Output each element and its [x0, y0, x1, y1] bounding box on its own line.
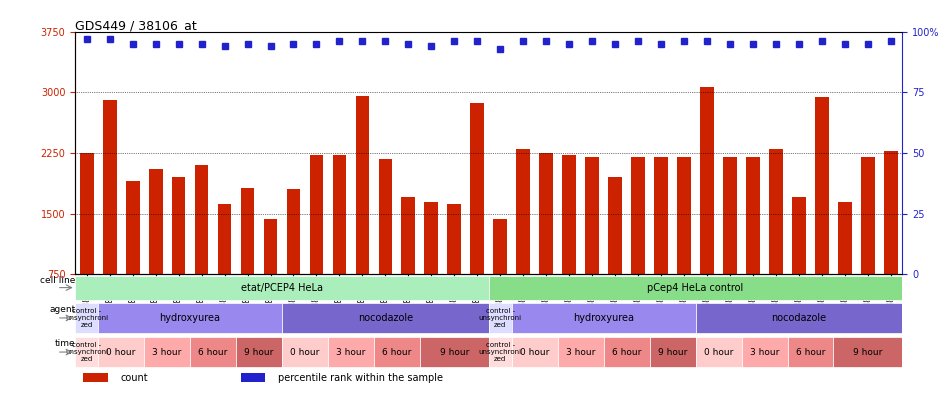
Bar — [149, 169, 163, 274]
Bar — [700, 88, 714, 274]
Text: 0 hour: 0 hour — [520, 348, 550, 356]
FancyBboxPatch shape — [98, 303, 282, 333]
FancyBboxPatch shape — [696, 303, 902, 333]
Bar — [287, 189, 301, 274]
Text: 9 hour: 9 hour — [244, 348, 274, 356]
Text: 6 hour: 6 hour — [198, 348, 227, 356]
FancyBboxPatch shape — [328, 337, 374, 367]
FancyBboxPatch shape — [696, 337, 742, 367]
Bar — [723, 157, 737, 274]
FancyBboxPatch shape — [144, 337, 190, 367]
Bar — [309, 154, 323, 274]
Bar — [218, 204, 231, 274]
Text: etat/PCEP4 HeLa: etat/PCEP4 HeLa — [241, 283, 323, 293]
Text: control -
unsynchroni
zed: control - unsynchroni zed — [478, 308, 522, 328]
Text: agent: agent — [50, 305, 75, 314]
Text: 0 hour: 0 hour — [106, 348, 136, 356]
Bar — [401, 198, 415, 274]
Bar — [80, 153, 94, 274]
Text: count: count — [120, 373, 149, 383]
Text: nocodazole: nocodazole — [358, 313, 413, 323]
Bar — [562, 154, 576, 274]
Text: 9 hour: 9 hour — [440, 348, 469, 356]
Text: GDS449 / 38106_at: GDS449 / 38106_at — [75, 19, 197, 32]
Bar — [425, 202, 438, 274]
FancyBboxPatch shape — [788, 337, 834, 367]
Bar — [677, 157, 691, 274]
Bar — [470, 103, 484, 274]
FancyBboxPatch shape — [190, 337, 236, 367]
FancyBboxPatch shape — [75, 337, 98, 367]
Bar — [126, 181, 139, 274]
Text: hydroxyurea: hydroxyurea — [160, 313, 221, 323]
Bar — [516, 149, 530, 274]
Bar — [861, 157, 875, 274]
FancyBboxPatch shape — [98, 337, 144, 367]
FancyBboxPatch shape — [834, 337, 902, 367]
Text: 9 hour: 9 hour — [854, 348, 883, 356]
Bar — [333, 154, 346, 274]
FancyBboxPatch shape — [282, 303, 489, 333]
FancyBboxPatch shape — [75, 303, 98, 333]
Text: time: time — [55, 339, 75, 348]
FancyBboxPatch shape — [489, 276, 902, 299]
Text: 6 hour: 6 hour — [612, 348, 641, 356]
Text: cell line: cell line — [40, 276, 75, 286]
Text: 9 hour: 9 hour — [658, 348, 687, 356]
Bar — [355, 95, 369, 274]
Text: 3 hour: 3 hour — [750, 348, 779, 356]
Bar — [241, 373, 265, 383]
Bar — [172, 177, 185, 274]
Bar — [792, 198, 806, 274]
Text: pCep4 HeLa control: pCep4 HeLa control — [648, 283, 744, 293]
Text: 6 hour: 6 hour — [796, 348, 825, 356]
FancyBboxPatch shape — [489, 303, 511, 333]
FancyBboxPatch shape — [603, 337, 650, 367]
Text: 3 hour: 3 hour — [566, 348, 595, 356]
Bar — [746, 157, 760, 274]
FancyBboxPatch shape — [282, 337, 328, 367]
Bar — [815, 97, 829, 274]
Bar — [263, 219, 277, 274]
FancyBboxPatch shape — [489, 337, 511, 367]
Bar — [241, 188, 255, 274]
FancyBboxPatch shape — [511, 303, 696, 333]
FancyBboxPatch shape — [420, 337, 489, 367]
Bar — [102, 101, 117, 274]
Text: nocodazole: nocodazole — [772, 313, 826, 323]
Text: percentile rank within the sample: percentile rank within the sample — [278, 373, 443, 383]
Bar — [769, 149, 783, 274]
Bar — [379, 159, 392, 274]
Text: 0 hour: 0 hour — [704, 348, 733, 356]
Text: 3 hour: 3 hour — [152, 348, 181, 356]
Bar — [540, 153, 553, 274]
Bar — [654, 157, 668, 274]
Bar — [195, 165, 209, 274]
Bar — [494, 219, 508, 274]
Text: 0 hour: 0 hour — [290, 348, 320, 356]
FancyBboxPatch shape — [742, 337, 788, 367]
Text: 3 hour: 3 hour — [337, 348, 366, 356]
FancyBboxPatch shape — [374, 337, 420, 367]
Bar — [447, 204, 462, 274]
Bar — [586, 157, 599, 274]
Text: control -
unsynchroni
zed: control - unsynchroni zed — [65, 308, 108, 328]
FancyBboxPatch shape — [511, 337, 557, 367]
Bar — [84, 373, 108, 383]
Text: control -
unsynchroni
zed: control - unsynchroni zed — [478, 342, 522, 362]
Bar — [632, 157, 645, 274]
Bar — [608, 177, 622, 274]
FancyBboxPatch shape — [236, 337, 282, 367]
Text: control -
unsynchroni
zed: control - unsynchroni zed — [65, 342, 108, 362]
Text: hydroxyurea: hydroxyurea — [573, 313, 634, 323]
FancyBboxPatch shape — [650, 337, 696, 367]
FancyBboxPatch shape — [75, 276, 489, 299]
FancyBboxPatch shape — [557, 337, 603, 367]
Text: 6 hour: 6 hour — [383, 348, 412, 356]
Bar — [838, 202, 852, 274]
Bar — [884, 150, 898, 274]
